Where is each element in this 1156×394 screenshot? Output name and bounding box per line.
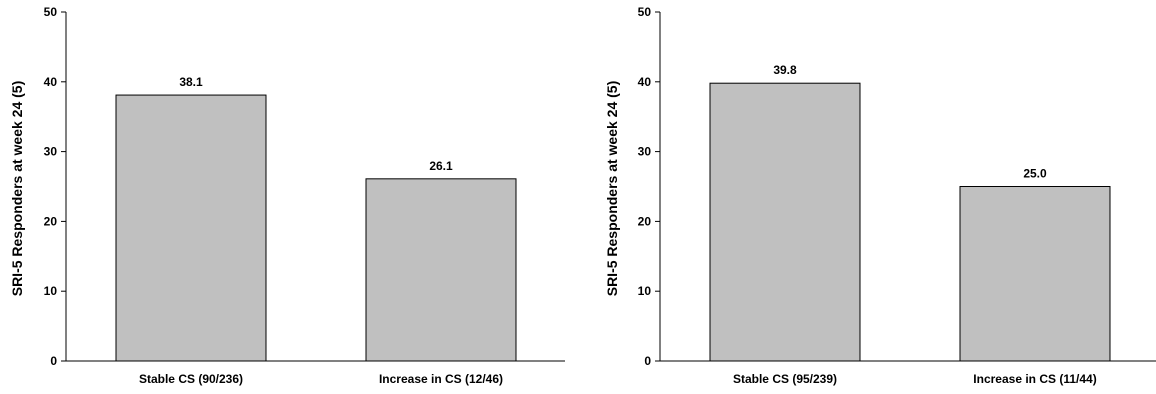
chart-1-category-label-1: Increase in CS (11/44): [973, 372, 1096, 386]
chart-0-category-label-0: Stable CS (90/236): [139, 372, 243, 386]
chart-1-y-tick-label-1: 10: [638, 284, 652, 298]
chart-1-bar-0: [709, 82, 861, 362]
chart-1-y-tick-label-3: 30: [638, 145, 652, 159]
chart-0-y-tick-label-5: 50: [44, 5, 58, 19]
chart-1-category-label-0: Stable CS (95/239): [733, 372, 837, 386]
chart-right: 39.8 Stable CS (95/239) 25.0 Increase in CS…: [604, 5, 1156, 386]
chart-1-value-label-1: 25.0: [1023, 167, 1047, 181]
chart-1-y-tick-label-2: 20: [638, 214, 652, 228]
chart-0-bar-1: [365, 178, 517, 362]
chart-0-y-tick-label-1: 10: [44, 284, 58, 298]
chart-1-y-tick-label-4: 40: [638, 75, 652, 89]
chart-1-value-label-0: 39.8: [773, 63, 797, 77]
chart-1-y-tick-label-0: 0: [644, 354, 651, 368]
chart-0-y-axis-title: SRI-5 Responders at week 24 (5): [9, 81, 25, 297]
chart-0-y-tick-label-2: 20: [44, 214, 58, 228]
chart-0-value-label-1: 26.1: [429, 159, 453, 173]
chart-1-bar-1: [959, 186, 1111, 362]
chart-0-y-tick-label-0: 0: [50, 354, 57, 368]
chart-0-value-label-0: 38.1: [179, 75, 203, 89]
chart-0-category-label-1: Increase in CS (12/46): [379, 372, 503, 386]
chart-1-y-tick-label-5: 50: [638, 5, 652, 19]
chart-0-y-tick-label-3: 30: [44, 145, 58, 159]
chart-1-y-axis-title: SRI-5 Responders at week 24 (5): [604, 81, 620, 297]
chart-left: 38.1 Stable CS (90/236) 26.1 Increase in CS…: [9, 5, 565, 386]
chart-0-bar-0: [115, 94, 267, 362]
chart-0-y-tick-label-4: 40: [44, 75, 58, 89]
